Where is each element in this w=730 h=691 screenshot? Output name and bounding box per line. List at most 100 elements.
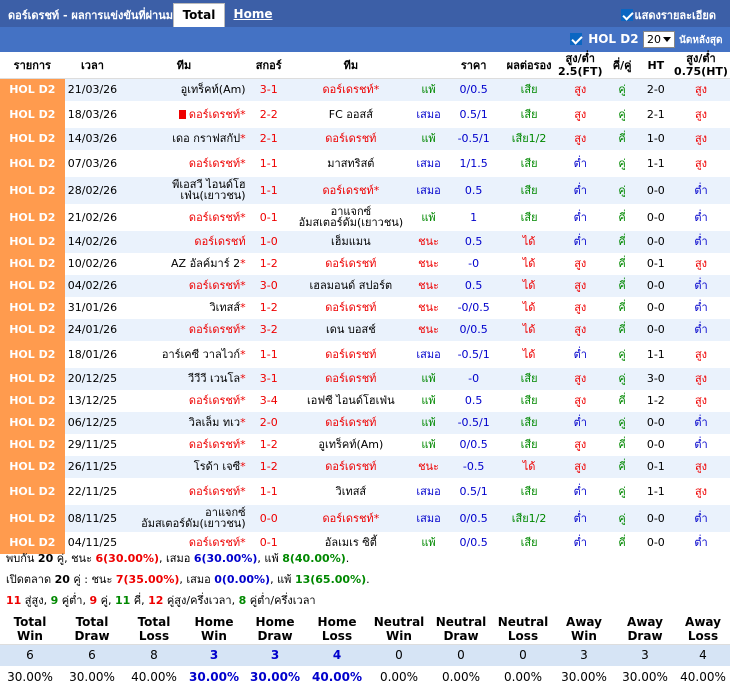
score[interactable]: 1-1 xyxy=(247,176,290,204)
score[interactable]: 1-2 xyxy=(247,433,290,456)
away-team[interactable]: อูเทร็คท์(Am) xyxy=(289,433,412,456)
away-team[interactable]: ดอร์เดรชท์ xyxy=(289,127,412,150)
home-team[interactable]: อูเทร็คท์(Am) xyxy=(120,78,248,101)
home-team[interactable]: ดอร์เดรชท์* xyxy=(120,389,248,412)
score[interactable]: 1-0 xyxy=(247,230,290,253)
home-team[interactable]: อาแจกซ์ อัมสเตอร์ดัม(เยาวชน) xyxy=(120,504,248,532)
away-team[interactable]: ดอร์เดรชท์* xyxy=(289,78,412,101)
stats-percent: 30.00% xyxy=(244,666,306,688)
away-team[interactable]: อาแจกซ์ อัมสเตอร์ดัม(เยาวชน) xyxy=(289,203,412,231)
score[interactable]: 1-2 xyxy=(247,296,290,319)
match-count-select[interactable]: 20 xyxy=(643,31,675,48)
score[interactable]: 3-4 xyxy=(247,389,290,412)
table-row: HOL D2 14/02/26 ดอร์เดรชท์ 1-0 เฮ็มแมน ชนะ 0.5… xyxy=(0,230,730,253)
score[interactable]: 1-1 xyxy=(247,477,290,505)
away-team[interactable]: ดอร์เดรชท์ xyxy=(289,455,412,478)
league-cell[interactable]: HOL D2 xyxy=(0,531,65,554)
result: เสมอ xyxy=(411,176,446,204)
league-cell[interactable]: HOL D2 xyxy=(0,127,65,150)
score[interactable]: 1-1 xyxy=(247,149,290,177)
score[interactable]: 3-0 xyxy=(247,274,290,297)
league-cell[interactable]: HOL D2 xyxy=(0,411,65,434)
score[interactable]: 1-2 xyxy=(247,252,290,275)
league-cell[interactable]: HOL D2 xyxy=(0,455,65,478)
away-team[interactable]: เฮ็มแมน xyxy=(289,230,412,253)
tab-total[interactable]: Total xyxy=(173,3,225,27)
league-cell[interactable]: HOL D2 xyxy=(0,274,65,297)
away-team[interactable]: ดอร์เดรชท์ xyxy=(289,296,412,319)
league-cell[interactable]: HOL D2 xyxy=(0,176,65,204)
league-cell[interactable]: HOL D2 xyxy=(0,203,65,231)
score[interactable]: 3-1 xyxy=(247,367,290,390)
checkbox-icon[interactable] xyxy=(620,9,633,21)
tab-home[interactable]: Home xyxy=(233,7,273,21)
away-team[interactable]: เอฟซี ไอนด์โฮเฟ่น xyxy=(289,389,412,412)
home-team[interactable]: ดอร์เดรชท์* xyxy=(120,477,248,505)
home-team[interactable]: ดอร์เดรชท์* xyxy=(120,203,248,231)
score[interactable]: 1-2 xyxy=(247,455,290,478)
away-team[interactable]: ดอร์เดรชท์ xyxy=(289,340,412,368)
league-cell[interactable]: HOL D2 xyxy=(0,367,65,390)
table-row: HOL D2 22/11/25 ดอร์เดรชท์* 1-1 วิเทสส์ เสมอ 0… xyxy=(0,477,730,505)
odds: 0/0.5 xyxy=(445,78,503,101)
league-cell[interactable]: HOL D2 xyxy=(0,296,65,319)
score[interactable]: 3-2 xyxy=(247,318,290,341)
home-team[interactable]: ดอร์เดรชท์ xyxy=(120,230,248,253)
home-team[interactable]: ดอร์เดรชท์* xyxy=(120,531,248,554)
result: แพ้ xyxy=(411,389,446,412)
score[interactable]: 2-2 xyxy=(247,100,290,128)
score[interactable]: 0-1 xyxy=(247,531,290,554)
away-team[interactable]: FC ออสส์ xyxy=(289,100,412,128)
league-cell[interactable]: HOL D2 xyxy=(0,340,65,368)
away-team[interactable]: ดอร์เดรชท์ xyxy=(289,252,412,275)
home-team[interactable]: ดอร์เดรชท์* xyxy=(120,274,248,297)
home-team[interactable]: วีวีวี เวนโล* xyxy=(120,367,248,390)
away-team[interactable]: ดอร์เดรชท์* xyxy=(289,176,412,204)
score[interactable]: 2-1 xyxy=(247,127,290,150)
score[interactable]: 0-0 xyxy=(247,504,290,532)
home-team[interactable]: โรด้า เจซี* xyxy=(120,455,248,478)
away-team[interactable]: ดอร์เดรชท์ xyxy=(289,411,412,434)
league-cell[interactable]: HOL D2 xyxy=(0,477,65,505)
away-team[interactable]: ดอร์เดรชท์* xyxy=(289,504,412,532)
league-filter[interactable]: HOL D2 xyxy=(570,32,639,46)
away-team[interactable]: เฮลมอนด์ สปอร์ต xyxy=(289,274,412,297)
home-team[interactable]: ดอร์เดรชท์* xyxy=(120,433,248,456)
league-cell[interactable]: HOL D2 xyxy=(0,78,65,101)
home-team[interactable]: AZ อัลค์มาร์ 2* xyxy=(120,252,248,275)
league-cell[interactable]: HOL D2 xyxy=(0,149,65,177)
league-cell[interactable]: HOL D2 xyxy=(0,318,65,341)
table-row: HOL D2 13/12/25 ดอร์เดรชท์* 3-4 เอฟซี ไอนด์โ… xyxy=(0,389,730,412)
score[interactable]: 3-1 xyxy=(247,78,290,101)
home-team[interactable]: วิลเล็ม ทเว* xyxy=(120,411,248,434)
league-cell[interactable]: HOL D2 xyxy=(0,389,65,412)
away-team[interactable]: ดอร์เดรชท์ xyxy=(289,367,412,390)
over-under-ft: สูง xyxy=(555,274,605,297)
score[interactable]: 2-0 xyxy=(247,411,290,434)
home-team[interactable]: ดอร์เดรชท์* xyxy=(120,318,248,341)
home-team[interactable]: วิเทสส์* xyxy=(120,296,248,319)
checkbox-icon[interactable] xyxy=(570,33,582,45)
league-cell[interactable]: HOL D2 xyxy=(0,433,65,456)
home-team[interactable]: พีเอสวี ไอนด์โฮเฟ่น(เยาวชน) xyxy=(120,176,248,204)
over-under-ft: ต่ำ xyxy=(555,149,605,177)
score[interactable]: 1-1 xyxy=(247,340,290,368)
home-team[interactable]: ดอร์เดรชท์* xyxy=(120,149,248,177)
away-team[interactable]: อัลเมเร ซิตี้ xyxy=(289,531,412,554)
result: แพ้ xyxy=(411,127,446,150)
home-team[interactable]: อาร์เคซี วาลไวก์* xyxy=(120,340,248,368)
home-team[interactable]: เดอ กราฟสกัป* xyxy=(120,127,248,150)
home-team[interactable]: ดอร์เดรชท์* xyxy=(120,100,248,128)
away-team[interactable]: มาสทริสต์ xyxy=(289,149,412,177)
league-cell[interactable]: HOL D2 xyxy=(0,504,65,532)
away-team[interactable]: เดน บอสช์ xyxy=(289,318,412,341)
away-team[interactable]: วิเทสส์ xyxy=(289,477,412,505)
league-cell[interactable]: HOL D2 xyxy=(0,100,65,128)
show-detail-toggle[interactable]: แสดงรายละเอียด xyxy=(620,6,716,24)
star-icon: * xyxy=(240,372,246,385)
handicap-result: เสีย xyxy=(502,433,556,456)
match-date: 14/03/26 xyxy=(64,127,121,150)
score[interactable]: 0-1 xyxy=(247,203,290,231)
league-cell[interactable]: HOL D2 xyxy=(0,230,65,253)
league-cell[interactable]: HOL D2 xyxy=(0,252,65,275)
